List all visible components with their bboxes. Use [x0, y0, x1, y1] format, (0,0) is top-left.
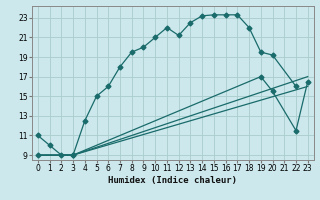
X-axis label: Humidex (Indice chaleur): Humidex (Indice chaleur) — [108, 176, 237, 185]
